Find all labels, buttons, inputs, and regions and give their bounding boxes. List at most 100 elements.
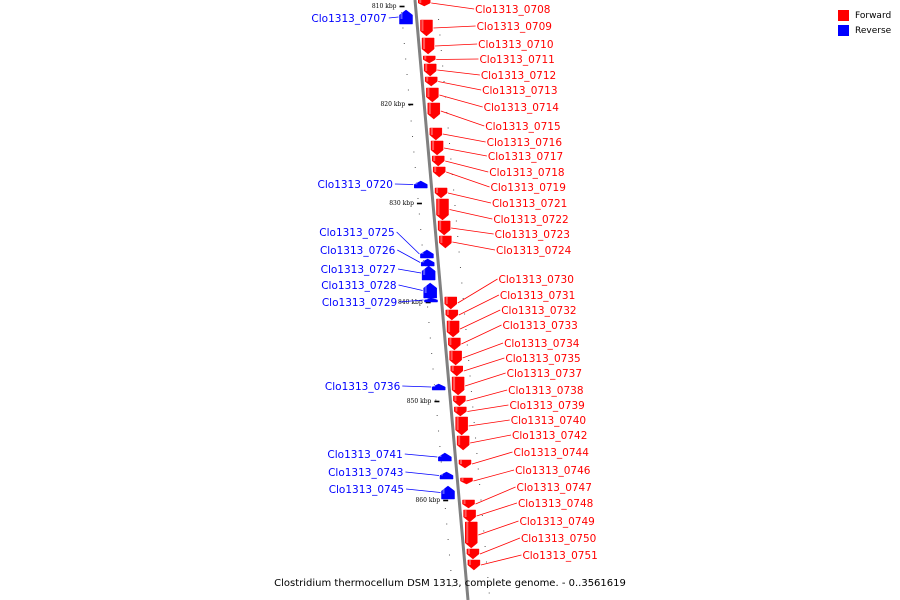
gene-label: Clo1313_0724 [496,245,572,257]
gene-label: Clo1313_0731 [500,290,575,302]
gene-label: Clo1313_0718 [489,167,564,179]
gene-label: Clo1313_0727 [321,264,396,276]
minor-tick-dot [476,453,478,454]
minor-tick-dot [409,105,411,106]
gene-label: Clo1313_0721 [492,198,567,210]
gene-arrow-highlight [451,366,454,371]
minor-tick-dot [418,213,420,215]
label-leader [399,299,424,303]
gene-arrow-highlight [415,181,418,185]
gene-label: Clo1313_0732 [501,305,576,317]
gene-label: Clo1313_0708 [475,4,550,16]
gene-arrow-highlight [424,283,427,293]
minor-tick-dot [413,151,415,153]
gene-label: Clo1313_0722 [493,214,568,226]
minor-tick-dot [470,391,472,392]
minor-tick-dot [406,74,408,75]
label-leader [449,209,493,220]
legend: Forward Reverse [838,8,898,38]
label-leader [396,231,420,255]
gene-label: Clo1313_0711 [479,54,554,66]
gene-arrow-highlight [427,88,430,97]
gene-arrow-highlight [433,384,436,387]
gene-arrow-highlight [421,250,424,254]
gene-arrow [399,9,413,25]
minor-tick-dot [429,337,431,339]
label-leader [436,58,479,60]
label-leader [464,372,506,387]
minor-tick-dot [454,205,456,206]
gene-label: Clo1313_0723 [495,229,570,241]
minor-tick-dot [405,58,407,60]
label-leader [476,502,518,517]
tick-label: 840 kbp [398,299,423,306]
minor-tick-dot [446,523,448,525]
gene-arrow-highlight [424,56,427,60]
minor-tick-dot [440,50,442,51]
minor-tick-dot [438,430,440,432]
label-leader [438,81,482,91]
minor-tick-dot [461,282,463,284]
label-leader [463,357,505,372]
legend-label: Reverse [855,25,892,36]
gene-arrow [462,499,475,509]
minor-tick-dot [487,577,489,578]
minor-tick-dot [457,236,459,237]
gene-arrow [467,559,481,571]
gene-arrow [438,452,452,462]
gene-arrow-highlight [464,510,467,517]
gene-label: Clo1313_0712 [481,70,556,82]
gene-arrow-highlight [440,236,443,243]
gene-arrow-highlight [445,297,448,304]
gene-arrow-highlight [458,436,461,445]
label-leader [467,404,509,412]
gene-arrow-highlight [450,351,453,360]
tick-label: 850 kbp [407,398,432,405]
gene-arrow [465,521,478,549]
minor-tick-dot [448,554,450,556]
label-leader [480,554,522,566]
gene-label: Clo1313_0742 [512,430,587,442]
gene-arrow [454,406,467,417]
forward-swatch [838,10,849,21]
gene-arrow [451,376,465,396]
minor-tick-dot [479,484,481,485]
gene-arrow [434,187,448,199]
gene-label: Clo1313_0741 [327,449,402,461]
minor-tick-dot [403,43,405,44]
gene-label: Clo1313_0726 [320,245,396,257]
gene-arrow-highlight [455,407,458,412]
gene-label: Clo1313_0733 [503,320,578,332]
gene-arrow-highlight [459,460,462,464]
gene-arrow-highlight [439,221,442,230]
label-leader [471,451,513,465]
minor-tick-dot [446,112,448,113]
minor-tick-dot [420,229,422,230]
minor-tick-dot [481,515,483,516]
gene-arrow-highlight [463,500,466,504]
gene-label: Clo1313_0750 [521,533,596,545]
gene-label: Clo1313_0738 [508,385,583,397]
label-leader [470,434,512,444]
gene-label: Clo1313_0744 [514,447,590,459]
gene-arrow-highlight [422,259,425,263]
label-leader [457,278,498,304]
map-caption: Clostridium thermocellum DSM 1313, compl… [274,578,626,589]
gene-label: Clo1313_0735 [505,353,580,365]
minor-ticks [401,12,490,594]
gene-arrow [418,0,431,7]
label-leader [440,110,485,127]
gene-label: Clo1313_0729 [322,297,397,309]
label-leader [439,94,483,108]
gene-arrow-highlight [425,298,428,300]
minor-tick-dot [421,244,423,246]
label-leader [468,419,510,427]
minor-tick-dot [442,65,444,67]
label-leader [397,249,421,263]
gene-arrow-highlight [436,188,439,193]
minor-tick-dot [417,198,419,199]
minor-tick-dot [407,89,409,91]
gene-arrow-highlight [442,486,445,494]
gene-label: Clo1313_0730 [499,274,574,286]
gene-arrow-highlight [461,478,464,481]
